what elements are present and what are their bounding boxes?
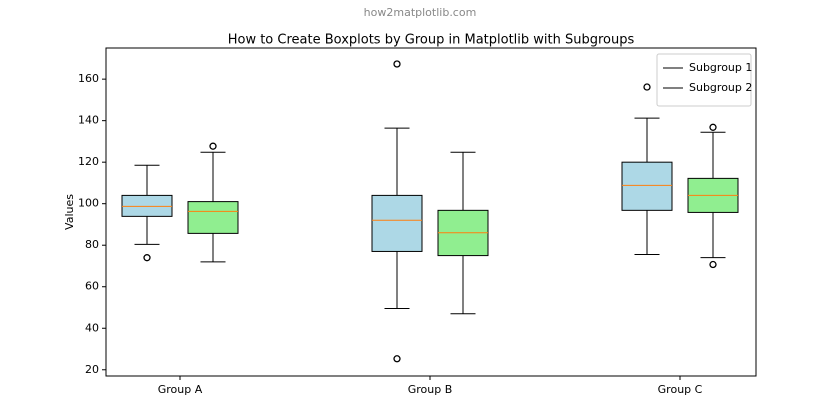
flier [643,83,651,91]
watermark: how2matplotlib.com [364,6,477,19]
y-tick-label: 40 [85,321,99,334]
plot-frame [105,47,757,377]
y-axis-label: Values [63,194,76,230]
y-tick-label: 100 [78,197,99,210]
y-tick-label: 140 [78,114,99,127]
y-tick-label: 60 [85,280,99,293]
x-tick-label: Group B [408,383,453,396]
box [621,161,673,211]
legend-label: Subgroup 1 [689,61,752,74]
box [371,194,423,252]
chart-title: How to Create Boxplots by Group in Matpl… [228,33,635,48]
x-tick-label: Group C [658,383,703,396]
flier [709,260,717,269]
flier [393,60,401,68]
flier [209,142,217,150]
flier [393,355,401,363]
box [187,201,239,234]
legend-box [656,53,752,107]
y-tick-label: 80 [85,238,99,251]
y-tick-label: 160 [78,72,99,85]
legend-label: Subgroup 2 [689,81,752,94]
box [121,194,173,217]
y-tick-label: 20 [85,363,99,376]
flier [709,123,717,131]
flier [143,254,151,262]
y-tick-label: 120 [78,155,99,168]
x-tick-label: Group A [158,383,203,396]
